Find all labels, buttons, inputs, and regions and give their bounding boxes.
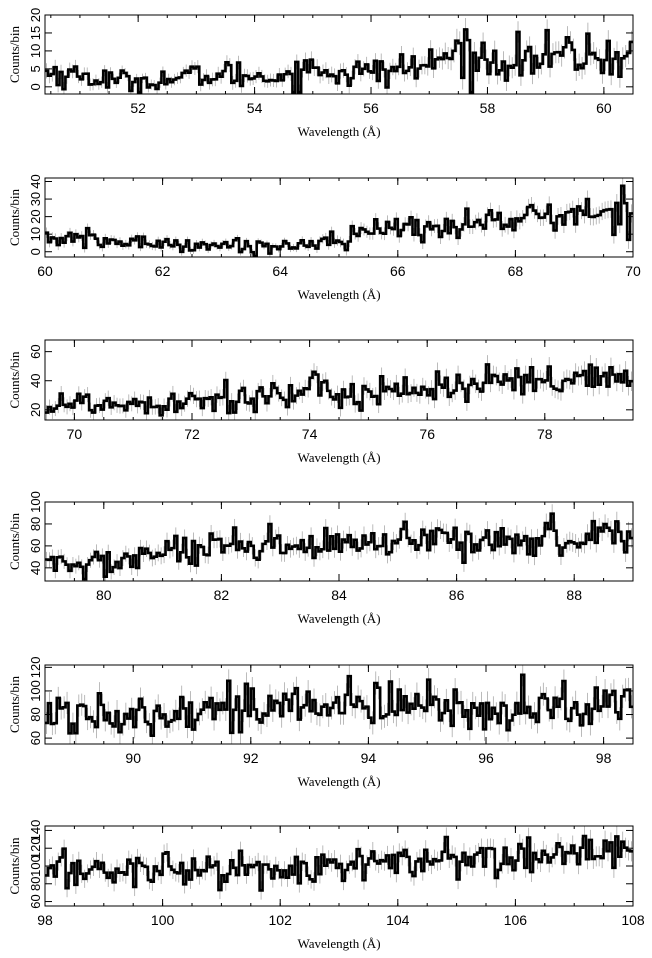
- y-axis-label: Counts/bin: [7, 675, 22, 733]
- spectrum-panel: 80 82 84 86 88 40 60 80 100 Wavelength (Å) Counts/…: [7, 491, 634, 626]
- x-axis-label: Wavelength (Å): [297, 450, 380, 465]
- x-tick-label: 106: [504, 912, 528, 928]
- x-tick-label: 96: [478, 750, 494, 766]
- spectrum-panel: 70 72 74 76 78 20 40 60 Wavelength (Å) Counts/bin: [7, 339, 634, 465]
- y-tick-label: 0: [28, 83, 43, 90]
- spectrum-panel: 52 54 56 58 60 0 5 10 15 20 Wavelength (Å) Counts/b…: [7, 8, 634, 139]
- y-axis-label: Counts/bin: [7, 512, 22, 570]
- spectrum-line: [45, 363, 633, 417]
- x-tick-label: 60: [37, 263, 53, 279]
- y-tick-label: 30: [28, 192, 43, 206]
- y-tick-label: 40: [28, 561, 43, 575]
- x-tick-label: 74: [302, 426, 318, 442]
- y-tick-label: 15: [28, 26, 43, 40]
- x-tick-label: 88: [566, 587, 582, 603]
- y-tick-label: 80: [28, 707, 43, 721]
- spectrum-line: [45, 673, 633, 738]
- x-tick-label: 58: [480, 100, 496, 116]
- y-tick-label: 100: [28, 680, 43, 702]
- y-tick-label: 5: [28, 65, 43, 72]
- y-tick-label: 60: [28, 731, 43, 745]
- x-tick-label: 100: [151, 912, 175, 928]
- x-tick-label: 78: [537, 426, 553, 442]
- x-tick-label: 104: [386, 912, 410, 928]
- y-tick-label: 10: [28, 44, 43, 58]
- x-tick-label: 70: [67, 426, 83, 442]
- x-tick-label: 56: [363, 100, 379, 116]
- x-tick-label: 72: [184, 426, 200, 442]
- y-tick-label: 80: [28, 877, 43, 891]
- x-tick-label: 70: [625, 263, 641, 279]
- y-tick-label: 20: [28, 403, 43, 417]
- x-tick-label: 98: [596, 750, 612, 766]
- y-axis-label: Counts/bin: [7, 837, 22, 895]
- x-tick-label: 60: [596, 100, 612, 116]
- x-axis-label: Wavelength (Å): [297, 774, 380, 789]
- x-axis-label: Wavelength (Å): [297, 611, 380, 626]
- y-tick-label: 140: [28, 820, 43, 842]
- y-axis-label: Counts/bin: [7, 188, 22, 246]
- y-axis-label: Counts/bin: [7, 25, 22, 83]
- error-bars: [46, 355, 632, 420]
- x-tick-label: 62: [155, 263, 171, 279]
- y-tick-label: 10: [28, 227, 43, 241]
- y-tick-label: 100: [28, 491, 43, 513]
- y-tick-label: 60: [28, 894, 43, 908]
- y-tick-label: 60: [28, 539, 43, 553]
- x-tick-label: 64: [272, 263, 288, 279]
- y-tick-label: 20: [28, 8, 43, 22]
- x-tick-label: 92: [243, 750, 259, 766]
- x-tick-label: 54: [247, 100, 263, 116]
- y-tick-label: 20: [28, 209, 43, 223]
- x-tick-label: 94: [361, 750, 377, 766]
- y-tick-label: 120: [28, 837, 43, 859]
- x-tick-label: 86: [449, 587, 465, 603]
- spectrum-line: [45, 512, 633, 581]
- spectrum-line: [45, 184, 633, 258]
- y-tick-label: 80: [28, 517, 43, 531]
- x-tick-label: 80: [96, 587, 112, 603]
- y-axis-label: Counts/bin: [7, 351, 22, 409]
- y-tick-label: 0: [28, 248, 43, 255]
- x-axis-label: Wavelength (Å): [297, 936, 380, 951]
- spectrum-line: [45, 834, 633, 892]
- x-tick-label: 102: [269, 912, 293, 928]
- x-tick-label: 82: [214, 587, 230, 603]
- x-axis-label: Wavelength (Å): [297, 287, 380, 302]
- x-tick-label: 108: [621, 912, 645, 928]
- x-tick-label: 90: [125, 750, 141, 766]
- y-tick-label: 40: [28, 174, 43, 188]
- x-tick-label: 76: [419, 426, 435, 442]
- spectrum-panel: 60 62 64 66 68 70 0 10 20 30 40 Wavelength (Å) Count…: [7, 174, 641, 302]
- plot-frame: [44, 14, 634, 95]
- x-axis-label: Wavelength (Å): [297, 124, 380, 139]
- y-tick-label: 100: [28, 855, 43, 877]
- y-tick-label: 40: [28, 373, 43, 387]
- x-tick-label: 98: [37, 912, 53, 928]
- x-tick-label: 52: [130, 100, 146, 116]
- y-tick-label: 120: [28, 657, 43, 679]
- spectrum-line: [45, 28, 633, 94]
- spectrum-panel: 98 100 102 104 106 1086080100120140Wavelength…: [7, 820, 645, 951]
- x-tick-label: 66: [390, 263, 406, 279]
- y-tick-label: 60: [28, 344, 43, 358]
- x-tick-label: 68: [508, 263, 524, 279]
- x-tick-label: 84: [331, 587, 347, 603]
